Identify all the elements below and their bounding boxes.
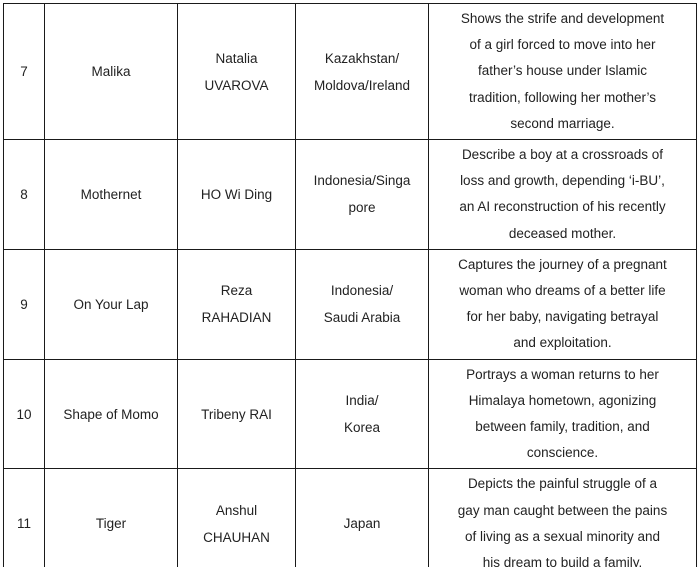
- film-country-cell: Japan: [295, 468, 429, 567]
- film-title-cell: Malika: [44, 2, 178, 141]
- film-number-cell: 7: [3, 2, 45, 141]
- film-country-cell: India/ Korea: [295, 358, 429, 470]
- film-director-cell: HO Wi Ding: [177, 139, 296, 250]
- film-country-cell: Kazakhstan/ Moldova/Ireland: [295, 2, 429, 141]
- table-row: 9 On Your Lap Reza RAHADIAN Indonesia/ S…: [3, 248, 697, 360]
- film-title-cell: On Your Lap: [44, 248, 178, 360]
- film-country-cell: Indonesia/ Saudi Arabia: [295, 248, 429, 360]
- film-number-cell: 10: [3, 358, 45, 470]
- film-director-cell: Tribeny RAI: [177, 358, 296, 470]
- film-description-cell: Depicts the painful struggle of a gay ma…: [428, 468, 697, 567]
- film-description-cell: Describe a boy at a crossroads of loss a…: [428, 139, 697, 250]
- film-description-cell: Captures the journey of a pregnant woman…: [428, 248, 697, 360]
- film-title-cell: Tiger: [44, 468, 178, 567]
- film-list-table: 7 Malika Natalia UVAROVA Kazakhstan/ Mol…: [3, 2, 697, 567]
- film-director-cell: Anshul CHAUHAN: [177, 468, 296, 567]
- table-row: 10 Shape of Momo Tribeny RAI India/ Kore…: [3, 358, 697, 470]
- film-title-cell: Mothernet: [44, 139, 178, 250]
- film-number-cell: 11: [3, 468, 45, 567]
- film-director-cell: Natalia UVAROVA: [177, 2, 296, 141]
- film-country-cell: Indonesia/Singa pore: [295, 139, 429, 250]
- table-row: 7 Malika Natalia UVAROVA Kazakhstan/ Mol…: [3, 2, 697, 141]
- table-row: 11 Tiger Anshul CHAUHAN Japan Depicts th…: [3, 468, 697, 567]
- film-director-cell: Reza RAHADIAN: [177, 248, 296, 360]
- film-number-cell: 9: [3, 248, 45, 360]
- table-row: 8 Mothernet HO Wi Ding Indonesia/Singa p…: [3, 139, 697, 250]
- film-title-cell: Shape of Momo: [44, 358, 178, 470]
- film-description-cell: Portrays a woman returns to her Himalaya…: [428, 358, 697, 470]
- film-number-cell: 8: [3, 139, 45, 250]
- film-description-cell: Shows the strife and development of a gi…: [428, 2, 697, 141]
